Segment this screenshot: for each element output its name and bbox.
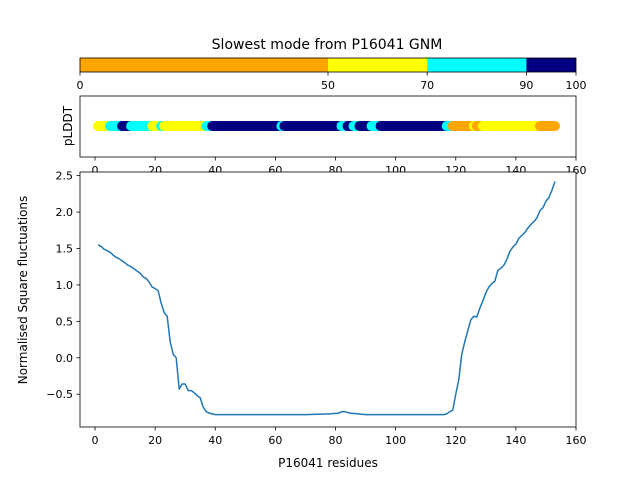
- plot-axes-frame: [79, 171, 577, 428]
- x-tick-label: 120: [445, 434, 466, 447]
- plddt-strip: pLDDT 0 20 40 60 80 100 120 140 160: [61, 95, 587, 177]
- fluctuation-line: [97, 181, 556, 416]
- colorbar-segment: [328, 58, 428, 72]
- y-tick-label: 0.5: [56, 315, 74, 328]
- x-tick-label: 160: [566, 434, 587, 447]
- plddt-x-tick-label: 0: [92, 164, 99, 177]
- y-tick-label: −0.5: [46, 388, 73, 401]
- colorbar-tick-label: 90: [519, 79, 533, 92]
- colorbar-segment: [526, 58, 576, 72]
- colorbar-segment: [427, 58, 527, 72]
- y-tick-label: 1.5: [56, 243, 74, 256]
- colorbar-tick-label: 50: [321, 79, 335, 92]
- y-tick-label: 0.0: [56, 352, 74, 365]
- x-tick-label: 0: [92, 434, 99, 447]
- x-axis-label: P16041 residues: [278, 456, 378, 470]
- colorbar: 0 50 70 90 100: [77, 57, 587, 92]
- colorbar-tick-label: 0: [77, 79, 84, 92]
- x-tick-label: 20: [148, 434, 162, 447]
- x-tick-label: 40: [208, 434, 222, 447]
- x-tick-label: 140: [505, 434, 526, 447]
- y-tick-label: 1.0: [56, 279, 74, 292]
- x-tick-label: 100: [385, 434, 406, 447]
- x-tick-label: 80: [329, 434, 343, 447]
- y-tick-label: 2.5: [56, 170, 74, 183]
- x-tick-label: 60: [268, 434, 282, 447]
- plddt-ylabel: pLDDT: [61, 105, 75, 146]
- fluctuation-plot: Normalised Square fluctuations P16041 re…: [16, 170, 587, 470]
- colorbar-tick-label: 70: [420, 79, 434, 92]
- colorbar-tick-label: 100: [566, 79, 587, 92]
- y-tick-label: 2.0: [56, 206, 74, 219]
- y-axis-label: Normalised Square fluctuations: [16, 196, 30, 385]
- colorbar-segment: [80, 58, 328, 72]
- figure-title: Slowest mode from P16041 GNM: [212, 37, 443, 53]
